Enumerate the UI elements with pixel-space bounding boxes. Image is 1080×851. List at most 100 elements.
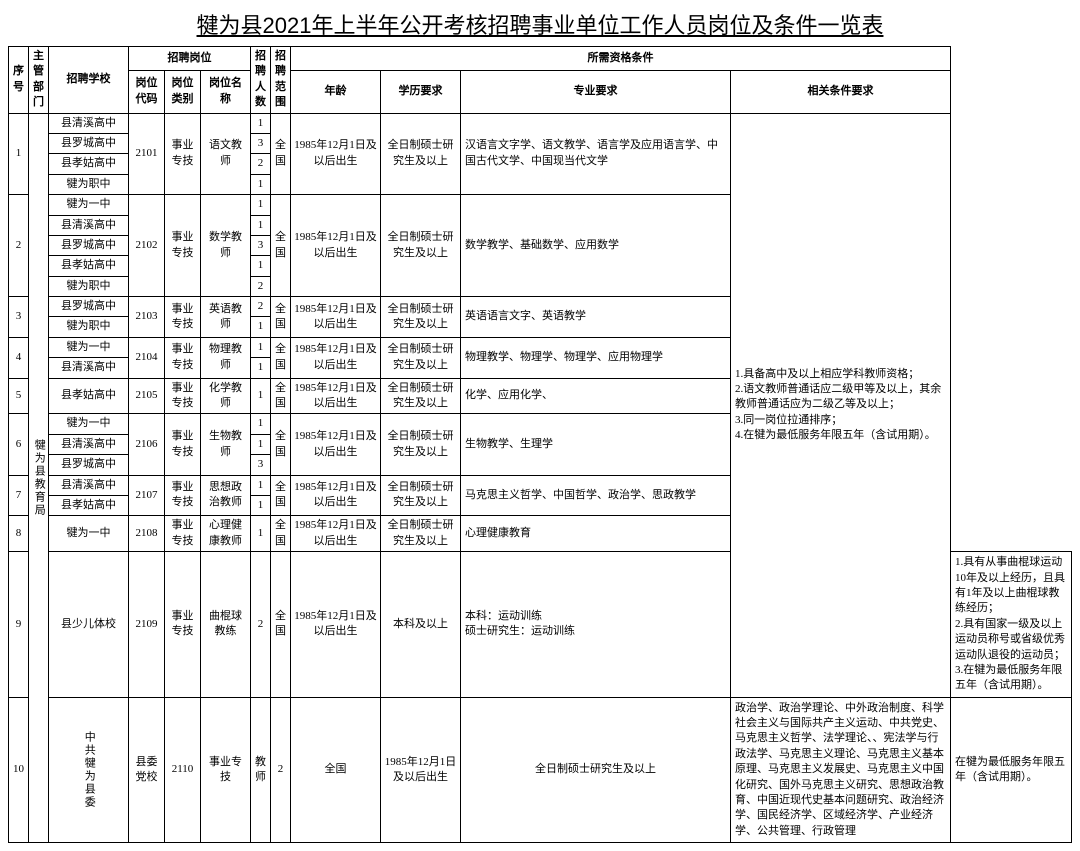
th-code: 岗位代码 [129, 71, 165, 113]
major-cell: 数学教学、基础数学、应用数学 [461, 195, 731, 297]
seq-cell: 5 [9, 378, 29, 414]
th-scope: 招聘范围 [271, 47, 291, 114]
major-cell: 政治学、政治学理论、中外政治制度、科学社会主义与国际共产主义运动、中共党史、马克… [731, 697, 951, 843]
edu-cell: 全日制硕士研究生及以上 [381, 195, 461, 297]
seq-cell: 3 [9, 297, 29, 338]
edu-cell: 全日制硕士研究生及以上 [461, 697, 731, 843]
code-cell: 2106 [129, 414, 165, 475]
age-cell: 1985年12月1日及以后出生 [291, 552, 381, 698]
school-cell: 县清溪高中 [49, 434, 129, 454]
school-cell: 县清溪高中 [49, 358, 129, 378]
seq-cell: 10 [9, 697, 29, 843]
age-cell: 1985年12月1日及以后出生 [291, 113, 381, 195]
code-cell: 2103 [129, 297, 165, 338]
seq-cell: 2 [9, 195, 29, 297]
seq-cell: 6 [9, 414, 29, 475]
type-cell: 事业专技 [165, 516, 201, 552]
name-cell: 生物教师 [201, 414, 251, 475]
count-cell: 3 [251, 133, 271, 153]
seq-cell: 4 [9, 337, 29, 378]
name-cell: 英语教师 [201, 297, 251, 338]
code-cell: 2109 [129, 552, 165, 698]
th-seq: 序号 [9, 47, 29, 114]
th-edu: 学历要求 [381, 71, 461, 113]
th-count: 招聘人数 [251, 47, 271, 114]
th-dept: 主管部门 [29, 47, 49, 114]
scope-cell: 全国 [271, 378, 291, 414]
edu-cell: 本科及以上 [381, 552, 461, 698]
school-cell: 犍为职中 [49, 317, 129, 337]
school-cell: 县少儿体校 [49, 552, 129, 698]
major-cell: 化学、应用化学、 [461, 378, 731, 414]
edu-cell: 全日制硕士研究生及以上 [381, 378, 461, 414]
name-cell: 教师 [251, 697, 271, 843]
age-cell: 1985年12月1日及以后出生 [381, 697, 461, 843]
th-type: 岗位类别 [165, 71, 201, 113]
count-cell: 3 [251, 455, 271, 475]
name-cell: 心理健康教师 [201, 516, 251, 552]
page-title: 犍为县2021年上半年公开考核招聘事业单位工作人员岗位及条件一览表 [8, 8, 1072, 40]
th-school: 招聘学校 [49, 47, 129, 114]
school-cell: 犍为一中 [49, 414, 129, 434]
major-cell: 心理健康教育 [461, 516, 731, 552]
type-cell: 事业专技 [165, 378, 201, 414]
scope-cell: 全国 [271, 414, 291, 475]
type-cell: 事业专技 [165, 297, 201, 338]
school-cell: 犍为职中 [49, 276, 129, 296]
count-cell: 2 [251, 276, 271, 296]
count-cell: 1 [251, 195, 271, 215]
table-row: 10 中共犍为县委 县委党校 2110 事业专技 教师 2 全国 1985年12… [9, 697, 1072, 843]
school-cell: 县孝姑高中 [49, 495, 129, 515]
th-major: 专业要求 [461, 71, 731, 113]
edu-cell: 全日制硕士研究生及以上 [381, 516, 461, 552]
name-cell: 数学教师 [201, 195, 251, 297]
scope-cell: 全国 [291, 697, 381, 843]
table-row: 1 犍为县教育局 县清溪高中 2101 事业专技 语文教师 1 全国 1985年… [9, 113, 1072, 133]
count-cell: 1 [251, 215, 271, 235]
code-cell: 2108 [129, 516, 165, 552]
scope-cell: 全国 [271, 195, 291, 297]
count-cell: 1 [251, 434, 271, 454]
count-cell: 2 [251, 552, 271, 698]
scope-cell: 全国 [271, 337, 291, 378]
scope-cell: 全国 [271, 516, 291, 552]
count-cell: 2 [251, 297, 271, 317]
req-cell: 1.具备高中及以上相应学科教师资格； 2.语文教师普通话应二级甲等及以上，其余教… [731, 113, 951, 697]
scope-cell: 全国 [271, 475, 291, 516]
count-cell: 3 [251, 235, 271, 255]
scope-cell: 全国 [271, 552, 291, 698]
seq-cell: 8 [9, 516, 29, 552]
edu-cell: 全日制硕士研究生及以上 [381, 337, 461, 378]
edu-cell: 全日制硕士研究生及以上 [381, 113, 461, 195]
name-cell: 物理教师 [201, 337, 251, 378]
count-cell: 1 [251, 414, 271, 434]
count-cell: 1 [251, 337, 271, 357]
major-cell: 马克思主义哲学、中国哲学、政治学、思政教学 [461, 475, 731, 516]
req-cell: 1.具有从事曲棍球运动10年及以上经历，且具有1年及以上曲棍球教练经历； 2.具… [951, 552, 1072, 698]
count-cell: 1 [251, 113, 271, 133]
school-cell: 犍为一中 [49, 516, 129, 552]
type-cell: 事业专技 [165, 337, 201, 378]
major-cell: 汉语言文字学、语文教学、语言学及应用语言学、中国古代文学、中国现当代文学 [461, 113, 731, 195]
edu-cell: 全日制硕士研究生及以上 [381, 475, 461, 516]
age-cell: 1985年12月1日及以后出生 [291, 414, 381, 475]
code-cell: 2104 [129, 337, 165, 378]
school-cell: 县清溪高中 [49, 475, 129, 495]
count-cell: 1 [251, 475, 271, 495]
scope-cell: 全国 [271, 297, 291, 338]
name-cell: 化学教师 [201, 378, 251, 414]
type-cell: 事业专技 [165, 195, 201, 297]
major-cell: 本科：运动训练 硕士研究生：运动训练 [461, 552, 731, 698]
code-cell: 2102 [129, 195, 165, 297]
seq-cell: 7 [9, 475, 29, 516]
code-cell: 2105 [129, 378, 165, 414]
age-cell: 1985年12月1日及以后出生 [291, 195, 381, 297]
school-cell: 县罗城高中 [49, 235, 129, 255]
count-cell: 1 [251, 378, 271, 414]
school-cell: 县孝姑高中 [49, 378, 129, 414]
school-cell: 县孝姑高中 [49, 154, 129, 174]
count-cell: 2 [251, 154, 271, 174]
count-cell: 1 [251, 174, 271, 194]
dept-cell: 中共犍为县委 [49, 697, 129, 843]
age-cell: 1985年12月1日及以后出生 [291, 475, 381, 516]
